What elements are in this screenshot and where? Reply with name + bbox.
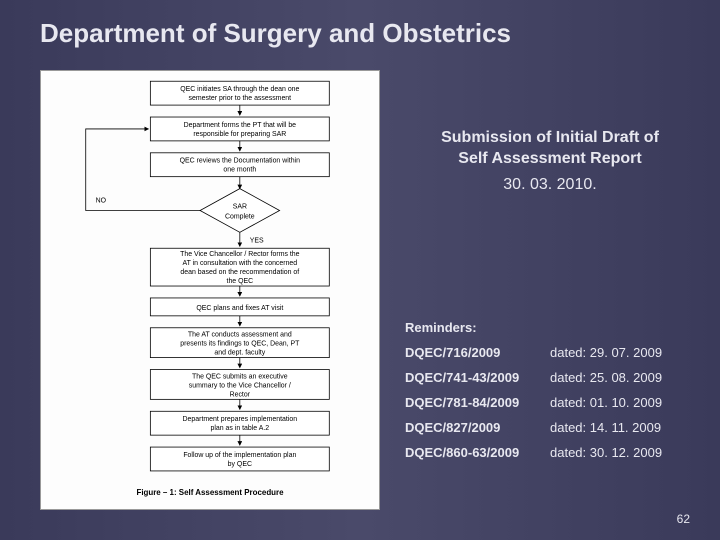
flow-text: The Vice Chancellor / Rector forms the <box>180 251 300 258</box>
flow-text: AT in consultation with the concerned <box>182 260 297 267</box>
reminder-date: dated: 25. 08. 2009 <box>550 370 662 385</box>
reminder-row: DQEC/827/2009 dated: 14. 11. 2009 <box>405 420 705 435</box>
flowchart-figure: QEC initiates SA through the dean one se… <box>40 70 380 510</box>
flow-text: and dept. faculty <box>214 350 265 357</box>
flow-text: by QEC <box>228 461 252 468</box>
flow-text: dean based on the recommendation of <box>180 269 299 276</box>
flow-text: semester prior to the assessment <box>189 95 292 102</box>
submission-date: 30. 03. 2010. <box>405 176 695 194</box>
reminder-ref: DQEC/781-84/2009 <box>405 395 550 410</box>
reminder-ref: DQEC/716/2009 <box>405 345 550 360</box>
reminder-date: dated: 14. 11. 2009 <box>550 420 661 435</box>
page-number: 62 <box>677 512 690 526</box>
submission-block: Submission of Initial Draft of Self Asse… <box>405 128 695 194</box>
flow-text: presents its findings to QEC, Dean, PT <box>180 341 300 348</box>
reminder-ref: DQEC/827/2009 <box>405 420 550 435</box>
reminders-heading: Reminders: <box>405 320 705 335</box>
flow-text: Follow up of the implementation plan <box>183 452 296 459</box>
flow-text: Department prepares implementation <box>183 416 298 423</box>
flow-text: QEC initiates SA through the dean one <box>180 86 299 93</box>
flowchart-caption: Figure – 1: Self Assessment Procedure <box>136 488 284 497</box>
reminder-row: DQEC/860-63/2009 dated: 30. 12. 2009 <box>405 445 705 460</box>
flow-text: one month <box>223 167 256 174</box>
flow-text: Department forms the PT that will be <box>184 122 297 129</box>
flow-text: QEC reviews the Documentation within <box>180 158 300 165</box>
flow-text: Complete <box>225 213 255 220</box>
reminder-row: DQEC/781-84/2009 dated: 01. 10. 2009 <box>405 395 705 410</box>
reminder-ref: DQEC/741-43/2009 <box>405 370 550 385</box>
reminder-date: dated: 29. 07. 2009 <box>550 345 662 360</box>
flow-text: Rector <box>230 391 251 398</box>
reminder-row: DQEC/741-43/2009 dated: 25. 08. 2009 <box>405 370 705 385</box>
reminder-row: DQEC/716/2009 dated: 29. 07. 2009 <box>405 345 705 360</box>
flow-text: The AT conducts assessment and <box>188 332 292 339</box>
submission-heading-l1: Submission of Initial Draft of <box>441 129 659 146</box>
page-title: Department of Surgery and Obstetrics <box>40 18 680 49</box>
reminder-ref: DQEC/860-63/2009 <box>405 445 550 460</box>
flow-label-no: NO <box>96 198 107 205</box>
flow-text: summary to the Vice Chancellor / <box>189 382 291 389</box>
reminder-date: dated: 01. 10. 2009 <box>550 395 662 410</box>
flow-text: plan as in table A.2 <box>211 425 270 432</box>
submission-heading-l2: Self Assessment Report <box>458 150 641 167</box>
flow-label-yes: YES <box>250 237 264 244</box>
flow-text: responsible for preparing SAR <box>193 131 286 138</box>
reminder-date: dated: 30. 12. 2009 <box>550 445 662 460</box>
flow-text: the QEC <box>227 278 254 285</box>
flow-text: The QEC submits an executive <box>192 373 288 380</box>
flow-text: SAR <box>233 203 247 210</box>
reminders-block: Reminders: DQEC/716/2009 dated: 29. 07. … <box>405 320 705 470</box>
flow-text: QEC plans and fixes AT visit <box>196 305 283 312</box>
